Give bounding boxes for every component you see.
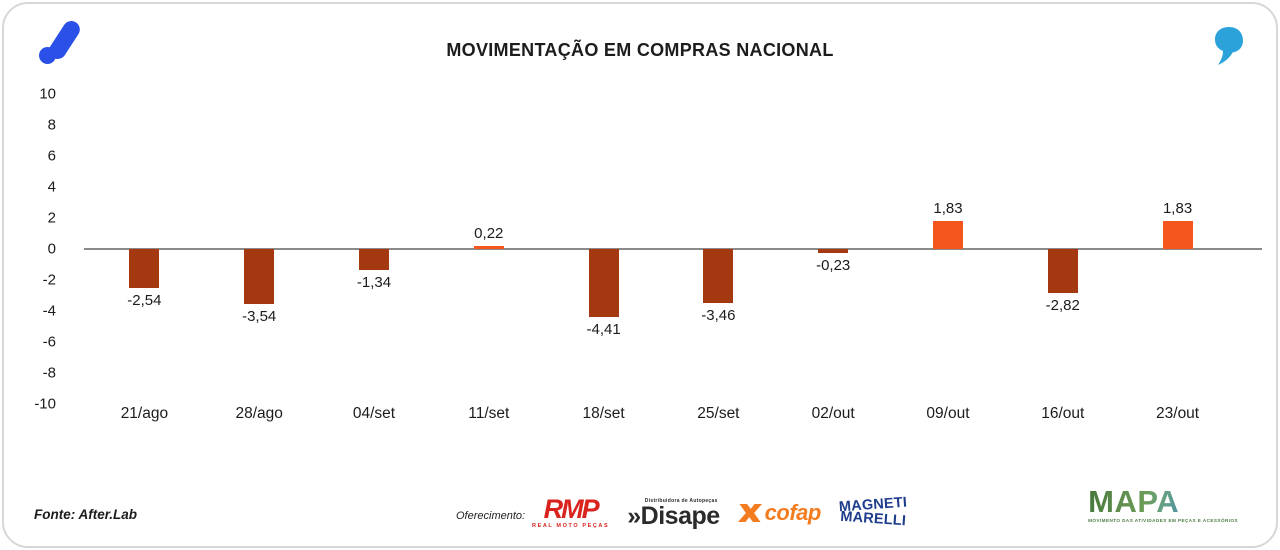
afterlab-logo-icon bbox=[32, 16, 88, 72]
x-axis-label: 25/set bbox=[697, 405, 740, 422]
y-axis-tick: 4 bbox=[47, 178, 56, 196]
bar-25/set bbox=[703, 249, 734, 303]
value-label: -3,54 bbox=[242, 307, 277, 325]
value-label: -4,41 bbox=[586, 321, 621, 339]
value-label: -1,34 bbox=[356, 273, 392, 291]
magneti-marelli-logo: MAGNETI MARELLI bbox=[838, 495, 907, 530]
bar-column: -0,23 bbox=[776, 94, 891, 404]
bar-18/set bbox=[588, 249, 619, 318]
bar-column: -2,82 bbox=[1005, 94, 1120, 404]
value-label: -2,82 bbox=[1045, 296, 1080, 314]
y-axis-tick: -2 bbox=[42, 271, 56, 289]
x-axis-label: 23/out bbox=[1156, 405, 1200, 422]
value-label: -2,54 bbox=[127, 292, 162, 310]
mapa-logo-text: MAPA bbox=[1088, 486, 1238, 517]
sponsors-label: Oferecimento: bbox=[456, 510, 526, 522]
bar-column: -3,46 bbox=[661, 94, 776, 404]
value-label: -3,46 bbox=[701, 306, 736, 324]
x-axis-label: 02/out bbox=[811, 405, 855, 422]
bar-02/out bbox=[818, 249, 849, 253]
rmp-logo: RMP REAL MOTO PEÇAS bbox=[532, 496, 609, 530]
bar-column: -2,54 bbox=[87, 94, 202, 404]
x-axis-label: 09/out bbox=[926, 405, 970, 422]
bar-column: 0,22 bbox=[431, 94, 546, 404]
disape-logo: »Disape Distribuidora de Autopeças bbox=[627, 497, 720, 530]
x-axis-label: 04/set bbox=[352, 405, 396, 422]
magneti-marelli-line2: MARELLI bbox=[839, 508, 907, 530]
x-axis-label: 16/out bbox=[1041, 405, 1085, 422]
bar-23/out bbox=[1162, 220, 1193, 249]
y-axis-tick: 6 bbox=[47, 147, 56, 165]
rmp-logo-subtitle: REAL MOTO PEÇAS bbox=[532, 523, 610, 530]
cofap-logo: cofap bbox=[737, 500, 822, 525]
bar-09/out bbox=[932, 220, 963, 249]
bar-column: -4,41 bbox=[546, 94, 661, 404]
bar-column: 1,83 bbox=[891, 94, 1006, 404]
x-axis-label: 11/set bbox=[468, 405, 510, 422]
y-axis-tick: -6 bbox=[42, 333, 56, 351]
disape-logo-subtitle: Distribuidora de Autopeças bbox=[644, 497, 718, 504]
x-axis-label: 21/ago bbox=[120, 405, 169, 422]
x-axis-label: 28/ago bbox=[235, 405, 283, 422]
page-title: MOVIMENTAÇÃO EM COMPRAS NACIONAL bbox=[446, 40, 834, 60]
y-axis-tick: -4 bbox=[42, 302, 56, 320]
value-label: 1,83 bbox=[1162, 199, 1193, 217]
rmp-logo-text: RMP bbox=[543, 494, 600, 525]
bar-21/ago bbox=[129, 249, 160, 289]
plot-columns: -2,54 -3,54 -1,34 0,22 -4,41 -3,46 -0,23 1,83 -2… bbox=[87, 94, 1235, 404]
mapa-logo: MAPA MOVIMENTO DAS ATIVIDADES EM PEÇAS E… bbox=[1088, 486, 1238, 524]
y-axis-tick: -10 bbox=[34, 395, 56, 413]
value-label: -0,23 bbox=[816, 256, 851, 274]
y-axis-tick: 8 bbox=[47, 116, 56, 134]
bar-16/out bbox=[1047, 249, 1078, 293]
bar-28/ago bbox=[244, 249, 275, 304]
mapa-logo-tagline: MOVIMENTO DAS ATIVIDADES EM PEÇAS E ACES… bbox=[1088, 518, 1238, 523]
bar-column: -1,34 bbox=[317, 94, 432, 404]
y-axis-tick: 10 bbox=[39, 85, 56, 103]
bar-column: 1,83 bbox=[1120, 94, 1235, 404]
y-axis-tick: 0 bbox=[47, 240, 56, 258]
x-axis-labels: 21/ago 28/ago 04/set 11/set 18/set 25/set 02/o… bbox=[87, 405, 1235, 423]
quote-mark-icon bbox=[1215, 27, 1243, 65]
bar-11/set bbox=[473, 245, 504, 249]
value-label: 0,22 bbox=[474, 224, 504, 242]
bar-column: -3,54 bbox=[202, 94, 317, 404]
cofap-logo-text: cofap bbox=[764, 500, 822, 525]
disape-logo-text: »Disape bbox=[627, 501, 720, 530]
y-axis-tick: -8 bbox=[42, 364, 56, 382]
cofap-x-icon bbox=[737, 504, 762, 522]
y-axis-ticks: 10 8 6 4 2 0 -2 -4 -6 -8 -10 bbox=[24, 86, 56, 413]
value-label: 1,83 bbox=[933, 199, 963, 217]
bar-04/set bbox=[358, 249, 389, 270]
y-axis-tick: 2 bbox=[47, 209, 56, 227]
x-axis-label: 18/set bbox=[582, 405, 625, 422]
sponsor-logos: RMP REAL MOTO PEÇAS »Disape Distribuidor… bbox=[532, 490, 908, 536]
source-note: Fonte: After.Lab bbox=[34, 507, 137, 522]
zero-axis-line bbox=[84, 248, 1262, 250]
